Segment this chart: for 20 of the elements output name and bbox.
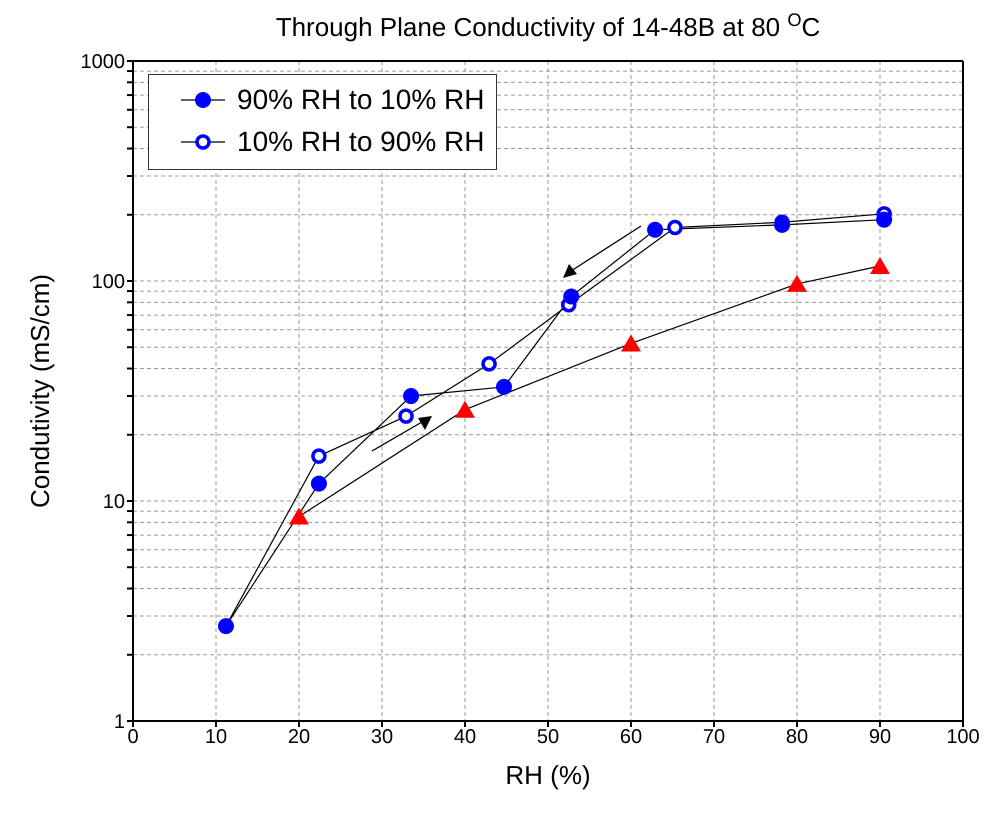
x-tick-label: 40 bbox=[454, 726, 476, 748]
y-tick-label: 1 bbox=[114, 711, 125, 734]
legend-label: 10% RH to 90% RH bbox=[237, 126, 484, 158]
y-tick-label: 10 bbox=[102, 491, 125, 514]
chart-title: Through Plane Conductivity of 14-48B at 80 $^{O}$C bbox=[276, 10, 820, 42]
y-tick-label: 100 bbox=[92, 271, 125, 294]
x-axis-title: RH (%) bbox=[505, 760, 591, 790]
x-tick-label: 10 bbox=[204, 726, 228, 748]
x-tick-label: 20 bbox=[288, 726, 310, 748]
x-tick-label: 0 bbox=[127, 726, 139, 748]
y-tick-label: 1000 bbox=[80, 51, 125, 74]
x-tick-label: 90 bbox=[868, 726, 892, 748]
x-tick-label: 50 bbox=[536, 726, 560, 748]
x-tick-label: 80 bbox=[786, 726, 808, 748]
legend-label: 90% RH to 10% RH bbox=[237, 84, 484, 116]
x-tick-label: 30 bbox=[370, 726, 394, 748]
x-tick-label: 100 bbox=[946, 726, 980, 748]
x-tick-label: 70 bbox=[702, 726, 726, 748]
x-tick-label: 60 bbox=[620, 726, 642, 748]
y-axis-title: Condutivity (mS/cm) bbox=[25, 274, 56, 508]
